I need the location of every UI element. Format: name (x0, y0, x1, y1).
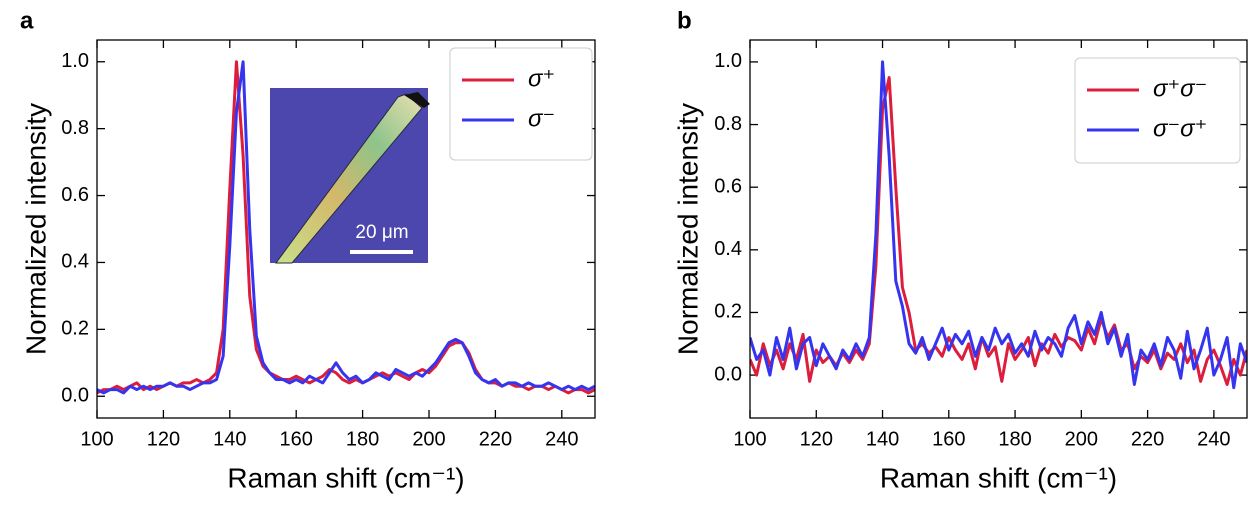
y-tick-label: 0.2 (714, 301, 742, 323)
x-tick-label: 220 (479, 428, 512, 450)
x-tick-label: 160 (932, 428, 965, 450)
x-tick-label: 200 (412, 428, 445, 450)
x-tick-label: 120 (147, 428, 180, 450)
y-axis-label: Normalized intensity (20, 103, 51, 355)
panel-label: a (20, 7, 34, 34)
x-tick-label: 120 (800, 428, 833, 450)
panel-label: b (677, 7, 692, 34)
axes-frame (749, 39, 1248, 419)
x-tick-label: 100 (733, 428, 766, 450)
y-tick-label: 0.6 (61, 184, 89, 206)
x-tick-label: 220 (1131, 428, 1164, 450)
x-tick-label: 240 (1197, 428, 1230, 450)
x-tick-label: 240 (545, 428, 578, 450)
legend-box (449, 47, 593, 161)
y-tick-label: 1.0 (714, 50, 742, 72)
x-axis-label: Raman shift (cm⁻¹) (227, 462, 464, 493)
x-tick-label: 200 (1065, 428, 1098, 450)
y-tick-label: 0.6 (714, 175, 742, 197)
x-tick-label: 160 (280, 428, 313, 450)
legend-label: σ⁺σ⁻ (1153, 75, 1207, 102)
y-tick-label: 0.0 (61, 385, 89, 407)
data-line (97, 60, 595, 395)
y-tick-label: 1.0 (61, 50, 89, 72)
axes-frame (96, 39, 596, 419)
y-tick-label: 0.2 (61, 318, 89, 340)
legend-label: σ⁺ (528, 65, 555, 92)
x-axis-label: Raman shift (cm⁻¹) (880, 462, 1117, 493)
legend-label: σ⁻ (528, 105, 555, 132)
y-tick-label: 0.4 (61, 251, 89, 273)
data-line (97, 60, 595, 395)
x-tick-label: 100 (80, 428, 113, 450)
crystal-tip (404, 92, 430, 108)
inset-image (270, 88, 430, 264)
x-tick-label: 180 (998, 428, 1031, 450)
scale-bar-label: 20 μm (355, 222, 408, 243)
legend-label: σ⁻σ⁺ (1153, 115, 1207, 142)
y-tick-label: 0.8 (714, 113, 742, 135)
y-tick-label: 0.0 (714, 363, 742, 385)
y-tick-label: 0.8 (61, 117, 89, 139)
x-tick-label: 140 (213, 428, 246, 450)
x-tick-label: 180 (346, 428, 379, 450)
data-line (750, 60, 1247, 390)
y-axis-label: Normalized intensity (672, 103, 703, 355)
legend-box (1074, 57, 1241, 164)
y-tick-label: 0.4 (714, 238, 742, 260)
x-tick-label: 140 (866, 428, 899, 450)
